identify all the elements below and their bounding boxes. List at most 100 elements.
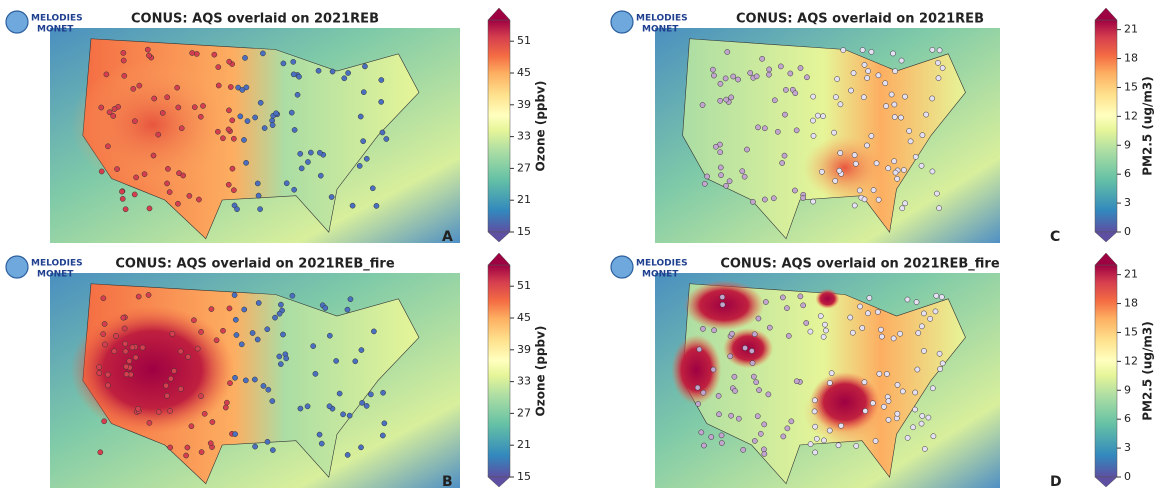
monitor-site: [885, 165, 892, 172]
colorbar-tick-label: 3: [1124, 441, 1131, 454]
monitor-site: [265, 386, 272, 393]
monitor-site: [119, 196, 126, 202]
monitor-site: [175, 200, 181, 207]
monitor-site: [239, 87, 246, 93]
monitor-site: [875, 72, 882, 79]
monitor-site: [729, 330, 735, 337]
ozone-hotspot: [70, 60, 235, 190]
pm-hotspot: [803, 135, 887, 200]
monitor-site: [220, 327, 226, 334]
monitor-site: [837, 150, 844, 156]
monitor-site: [715, 392, 722, 399]
monitor-site: [701, 180, 708, 187]
monitor-site: [797, 65, 804, 71]
monitor-site: [904, 296, 911, 303]
monitor-site: [834, 76, 840, 82]
panel-title: CONUS: AQS overlaid on 2021REB: [736, 12, 984, 27]
monitor-site: [859, 47, 866, 53]
monitor-site: [201, 410, 208, 417]
monitor-site: [862, 408, 869, 414]
monitor-site: [254, 336, 261, 343]
monitor-site: [185, 353, 192, 360]
monitor-site: [742, 345, 748, 351]
monitor-site: [870, 400, 876, 407]
monitor-site: [164, 94, 171, 101]
monitor-site: [255, 192, 262, 199]
monitor-site: [754, 413, 761, 420]
monitor-site: [701, 442, 707, 449]
monitor-site: [873, 160, 880, 167]
monitor-site: [882, 80, 889, 87]
monitor-site: [207, 440, 214, 447]
colorbar-label: PM2.5 (ug/m3): [1141, 321, 1155, 421]
monitor-site: [736, 415, 742, 422]
colorbar-extend: [1094, 231, 1118, 243]
monitor-site: [100, 331, 107, 337]
monitor-site: [722, 75, 729, 82]
monitor-site: [345, 70, 351, 76]
monitor-site: [935, 60, 941, 66]
monitor-site: [175, 104, 182, 111]
monitor-site: [198, 329, 204, 335]
monitor-site: [885, 416, 892, 423]
monitor-site: [765, 391, 772, 398]
colorbar: [487, 264, 511, 478]
monitor-site: [151, 95, 158, 102]
colorbar-tick-label: 3: [1124, 196, 1131, 209]
monitor-site: [111, 348, 118, 355]
monitor-site: [894, 410, 901, 417]
monitor-site: [379, 432, 386, 439]
monitor-site: [761, 421, 768, 428]
monitor-site: [756, 387, 762, 393]
monitor-site: [229, 117, 236, 124]
monitor-site: [750, 199, 756, 205]
monitor-site: [753, 73, 760, 80]
monitor-site: [290, 58, 297, 65]
monitor-site: [189, 50, 196, 56]
monitor-site: [912, 154, 919, 160]
logo-globe: [610, 10, 634, 34]
monitor-site: [145, 292, 152, 298]
monitor-site: [747, 70, 754, 76]
monitor-site: [121, 325, 128, 332]
monitor-site: [718, 440, 725, 446]
monitor-site: [307, 149, 314, 156]
monitor-site: [851, 152, 858, 158]
colorbar-tick-label: 18: [1124, 52, 1138, 65]
monitor-site: [171, 368, 177, 374]
monitor-site: [864, 142, 870, 149]
monitor-site: [935, 75, 942, 82]
monitor-site: [848, 87, 854, 94]
monitor-site: [358, 444, 364, 451]
monitor-site: [918, 162, 925, 169]
monitor-site: [934, 190, 940, 197]
logo-text: MELODIES: [31, 14, 83, 24]
monitor-site: [167, 444, 174, 451]
monitor-site: [937, 366, 943, 372]
monitor-site: [787, 70, 794, 77]
monitor-site: [198, 393, 204, 400]
logo-globe: [5, 255, 29, 279]
monitor-site: [96, 370, 103, 376]
map-land: [682, 38, 966, 240]
monitor-site: [710, 366, 717, 373]
monitor-site: [838, 422, 844, 429]
monitor-site: [932, 308, 939, 315]
monitor-site: [695, 401, 701, 407]
colorbar-tick-label: 0: [1124, 225, 1131, 238]
monitor-site: [150, 152, 157, 159]
monitor-site: [744, 146, 750, 153]
colorbar-tick-label: 15: [517, 225, 531, 238]
colorbar-tick-label: 15: [1124, 325, 1138, 338]
monitor-site: [716, 411, 722, 418]
colorbar-tick-label: 6: [1124, 412, 1131, 425]
monitor-site: [853, 443, 860, 449]
monitor-site: [718, 172, 724, 178]
monitor-site: [105, 382, 111, 389]
monitor-site: [717, 164, 724, 171]
monitor-site: [341, 75, 348, 82]
colorbar-tick-label: 12: [1124, 354, 1138, 367]
colorbar-extend: [1094, 476, 1118, 488]
ozone-hotspot: [70, 305, 235, 435]
